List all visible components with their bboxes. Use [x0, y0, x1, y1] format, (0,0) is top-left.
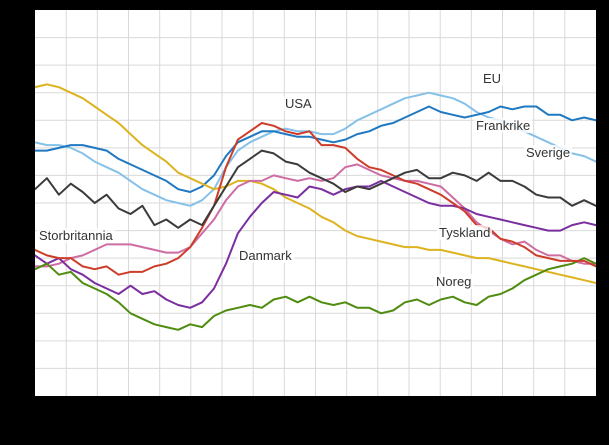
series-label-eu: EU	[481, 71, 504, 86]
series-label-usa: USA	[283, 96, 314, 111]
series-line-noreg	[35, 257, 596, 331]
series-line-sverige	[35, 149, 596, 229]
plot-area: EU USA Frankrike Sverige Storbritannia D…	[35, 10, 596, 396]
series-line-tyskland	[35, 83, 596, 284]
series-label-noreg: Noreg	[434, 274, 474, 289]
series-label-frankrike: Frankrike	[474, 118, 533, 133]
series-label-sverige: Sverige	[524, 145, 573, 160]
series-line-danmark	[35, 179, 596, 309]
line-chart-svg	[35, 10, 596, 396]
series-line-usa	[35, 122, 596, 276]
grid-lines	[35, 10, 596, 396]
series-label-tyskland: Tyskland	[437, 225, 493, 240]
series-label-danmark: Danmark	[237, 248, 294, 263]
series-label-storbritannia: Storbritannia	[37, 228, 115, 243]
